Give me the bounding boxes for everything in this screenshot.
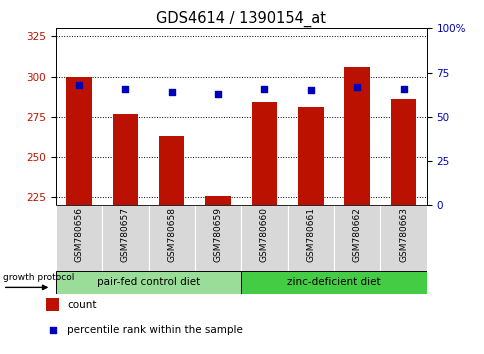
Text: GSM780657: GSM780657 xyxy=(121,207,130,262)
Text: count: count xyxy=(67,300,96,310)
Point xyxy=(49,327,57,332)
Point xyxy=(75,82,83,88)
Bar xyxy=(390,99,415,205)
Bar xyxy=(344,67,369,205)
Bar xyxy=(298,107,323,205)
FancyBboxPatch shape xyxy=(56,271,241,294)
Text: GSM780658: GSM780658 xyxy=(167,207,176,262)
Bar xyxy=(287,205,333,271)
Bar xyxy=(205,196,230,205)
Bar xyxy=(241,205,287,271)
Text: GSM780659: GSM780659 xyxy=(213,207,222,262)
Bar xyxy=(112,114,138,205)
Text: GSM780656: GSM780656 xyxy=(75,207,83,262)
Point xyxy=(399,86,407,91)
Text: zinc-deficient diet: zinc-deficient diet xyxy=(287,277,380,287)
Title: GDS4614 / 1390154_at: GDS4614 / 1390154_at xyxy=(156,11,326,27)
Point xyxy=(306,87,314,93)
Bar xyxy=(102,205,148,271)
Text: GSM780662: GSM780662 xyxy=(352,207,361,262)
Bar xyxy=(66,76,91,205)
Bar xyxy=(56,205,102,271)
Bar xyxy=(148,205,195,271)
Point xyxy=(214,91,222,97)
Point xyxy=(353,84,361,90)
Text: pair-fed control diet: pair-fed control diet xyxy=(97,277,200,287)
Text: percentile rank within the sample: percentile rank within the sample xyxy=(67,325,242,335)
Bar xyxy=(159,136,184,205)
Text: growth protocol: growth protocol xyxy=(3,273,74,282)
Text: GSM780660: GSM780660 xyxy=(259,207,269,262)
Point xyxy=(167,89,175,95)
Text: GSM780663: GSM780663 xyxy=(398,207,407,262)
Bar xyxy=(46,298,59,311)
Point xyxy=(121,86,129,91)
Bar xyxy=(195,205,241,271)
FancyBboxPatch shape xyxy=(241,271,426,294)
Text: GSM780661: GSM780661 xyxy=(306,207,315,262)
Bar xyxy=(251,102,277,205)
Bar xyxy=(379,205,426,271)
Point xyxy=(260,86,268,91)
Bar xyxy=(333,205,379,271)
